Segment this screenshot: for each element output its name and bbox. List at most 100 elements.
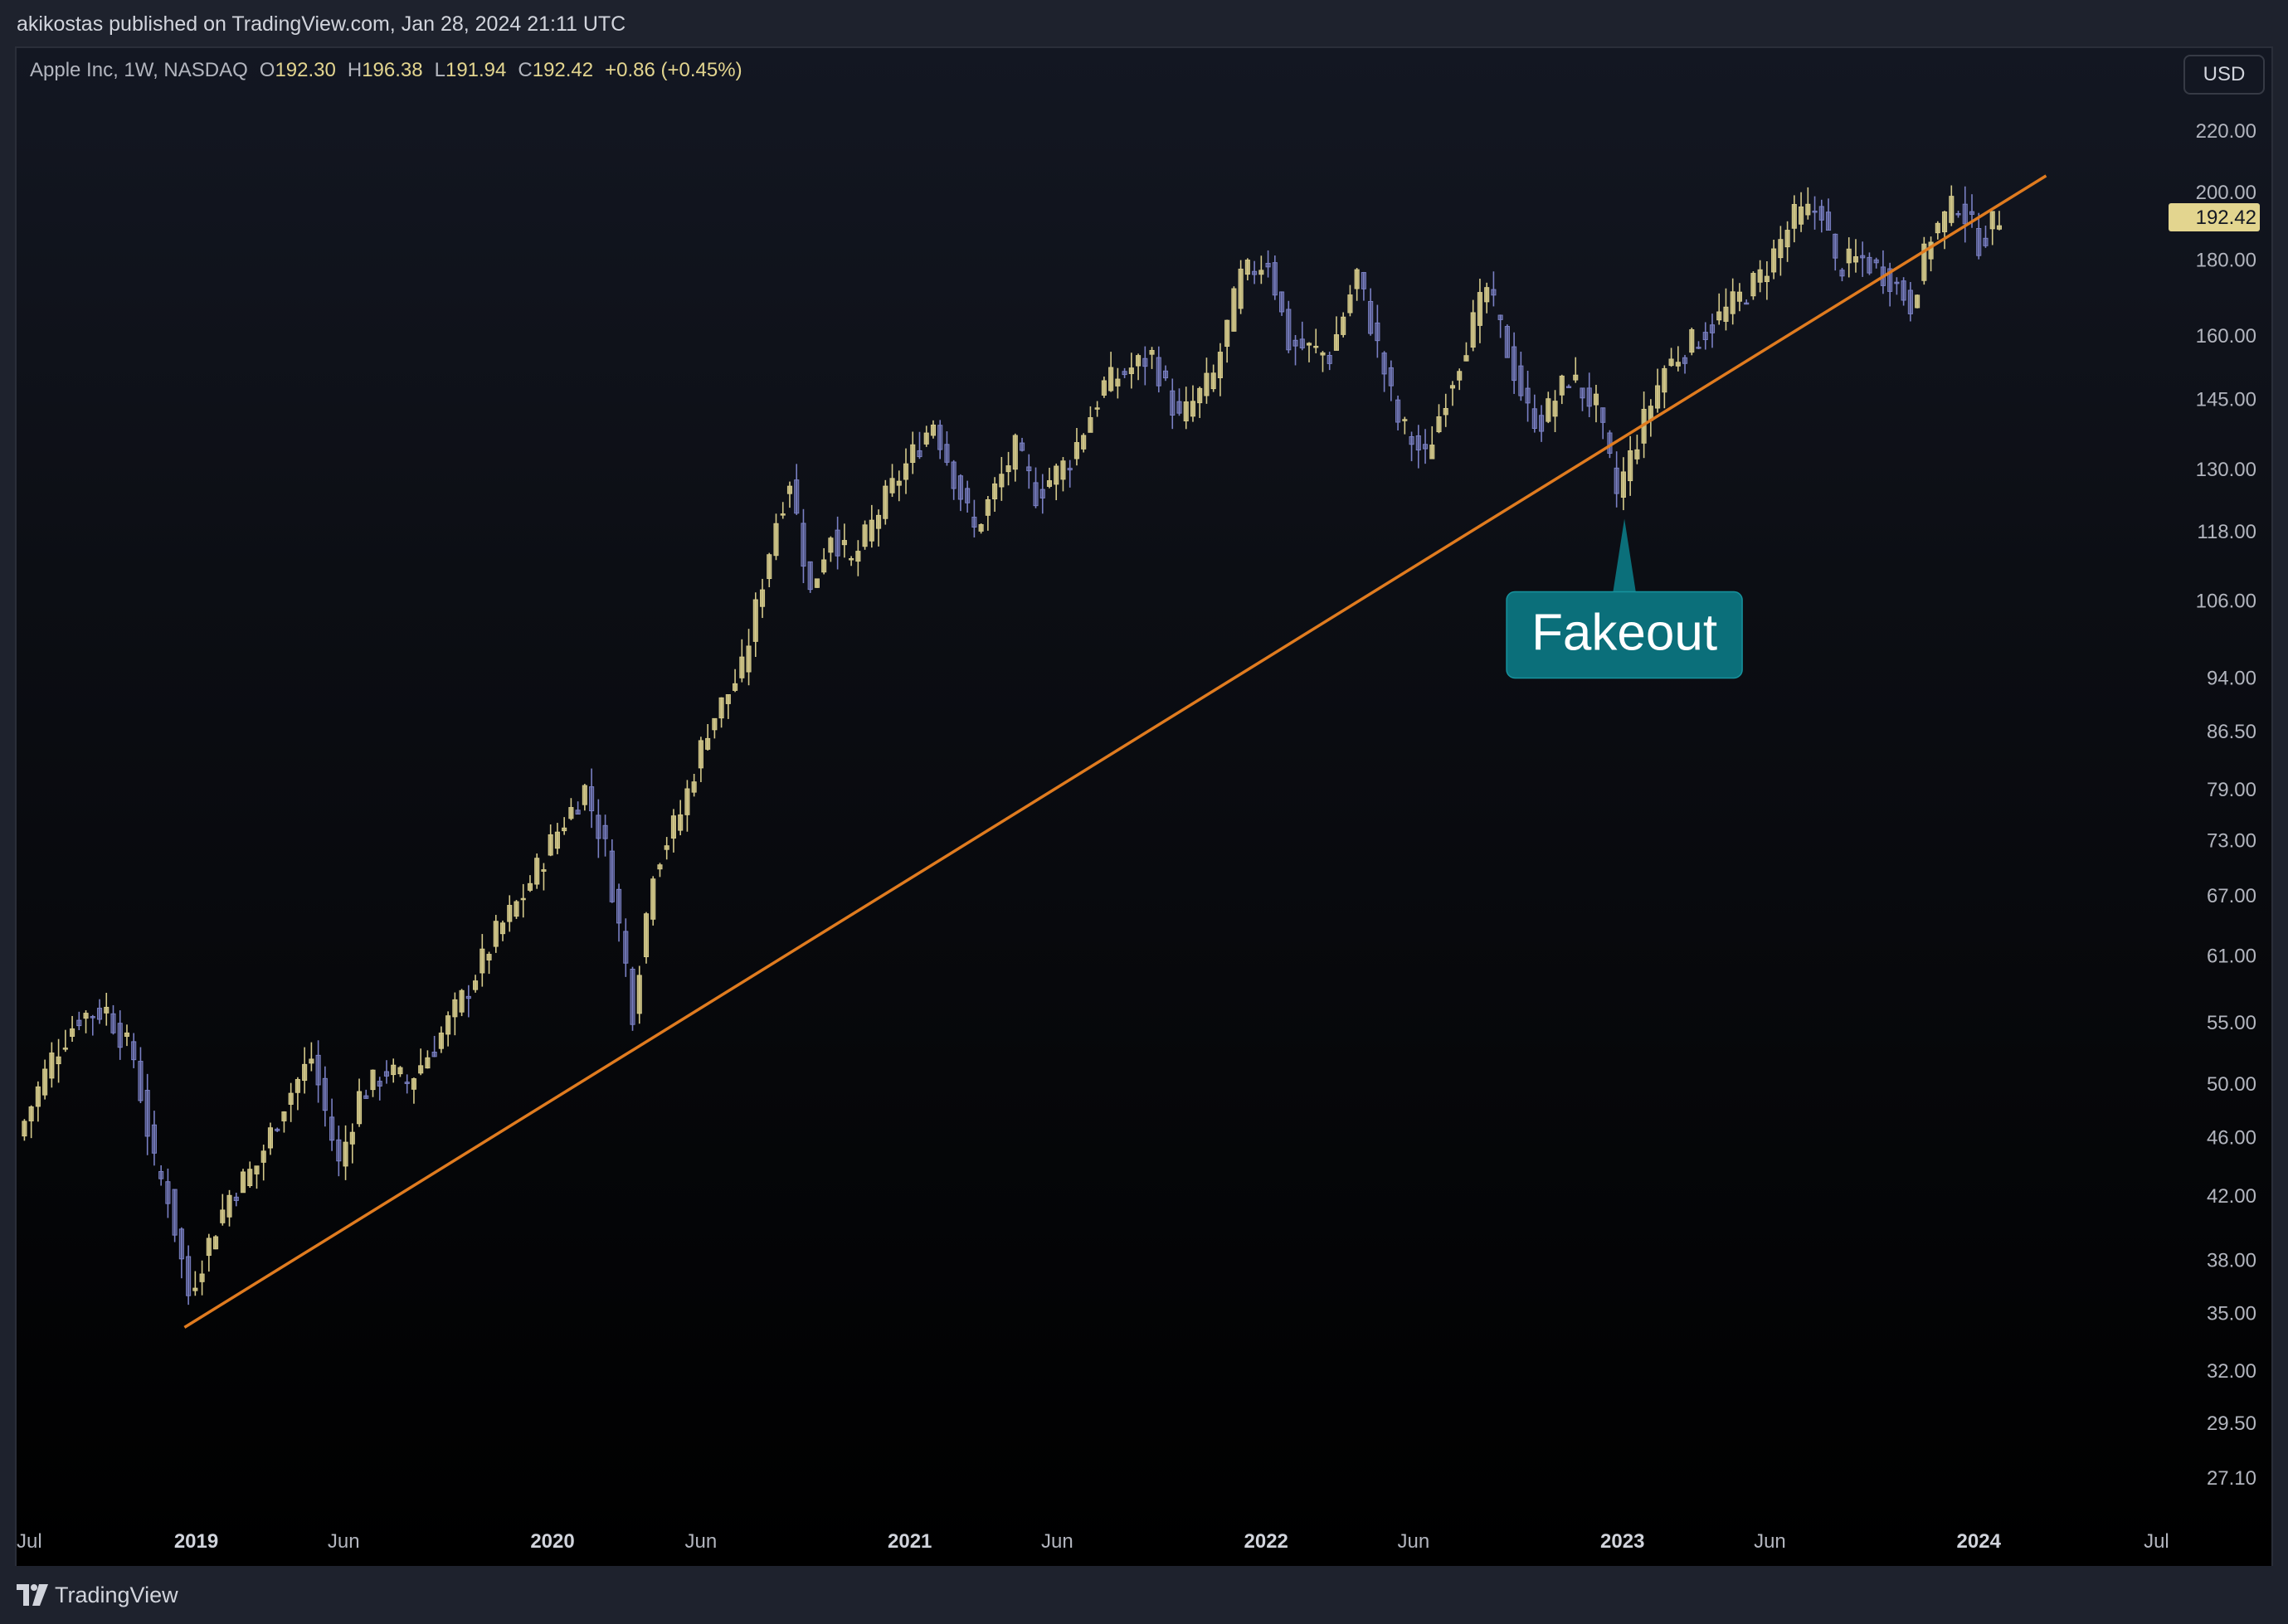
candle-up [1799, 207, 1804, 225]
candle-up [1012, 435, 1018, 470]
candle-up [841, 540, 847, 546]
price-axis-label: 61.00 [2207, 946, 2256, 968]
candle-down [1812, 210, 1818, 213]
candle-down [172, 1189, 178, 1236]
candle-down [233, 1196, 239, 1201]
candle-up [1771, 248, 1777, 273]
candle-up [1730, 291, 1735, 314]
candle-up [206, 1237, 212, 1257]
candle-up [1217, 352, 1223, 378]
candle-down [138, 1061, 144, 1101]
candle-up [309, 1058, 314, 1064]
candle-up [1073, 442, 1079, 459]
candle-up [889, 478, 895, 494]
candle-down [1388, 367, 1394, 387]
candle-down [616, 888, 622, 924]
candle-down [1873, 259, 1879, 264]
price-axis-label: 27.10 [2207, 1467, 2256, 1490]
candle-up [643, 913, 650, 958]
price-axis-label: 118.00 [2197, 521, 2256, 543]
price-axis-label: 160.00 [2196, 325, 2256, 348]
candle-down [630, 969, 635, 1025]
candle-down [1825, 212, 1832, 231]
candle-down [336, 1139, 342, 1162]
candle-up [192, 1287, 198, 1291]
candle-up [1094, 407, 1100, 410]
candle-down [794, 479, 800, 514]
callout-pointer [1613, 518, 1637, 594]
candle-down [609, 850, 615, 902]
price-axis-label: 55.00 [2207, 1012, 2256, 1034]
time-axis-label: Jun [328, 1530, 360, 1553]
candle-up [425, 1057, 431, 1069]
candle-up [1238, 268, 1244, 309]
time-axis-label: Jul [17, 1530, 42, 1553]
candle-down [1907, 289, 1913, 314]
chart-panel[interactable]: 240.00220.00200.00180.00160.00145.00130.… [15, 46, 2273, 1569]
time-axis-label: Jun [1398, 1530, 1430, 1553]
candle-up [411, 1078, 416, 1090]
legend-open-label: O [259, 59, 275, 81]
candle-down [1156, 357, 1161, 387]
chart-canvas[interactable]: 240.00220.00200.00180.00160.00145.00130.… [17, 48, 2271, 1568]
candle-down [1395, 399, 1401, 423]
candle-up [1183, 401, 1189, 421]
candle-up [486, 954, 492, 960]
candle-up [767, 554, 772, 580]
legend-open-value: 192.30 [275, 59, 336, 81]
candle-up [1942, 211, 1948, 233]
candle-down [1019, 442, 1025, 451]
candle-down [383, 1071, 390, 1077]
candle-up [104, 1006, 110, 1014]
candle-down [1286, 309, 1292, 351]
candle-up [773, 523, 779, 557]
candle-down [1833, 233, 1838, 259]
candle-up [828, 537, 834, 553]
candle-up [650, 878, 656, 920]
candle-down [377, 1081, 382, 1087]
candle-up [739, 656, 745, 678]
candle-down [1176, 401, 1182, 414]
candle-down [1901, 280, 1906, 301]
time-axis-label: 2024 [1957, 1530, 2002, 1553]
candle-down [957, 475, 963, 500]
candle-down [1252, 270, 1258, 275]
candle-up [978, 524, 984, 532]
time-axis-label: Jun [1041, 1530, 1073, 1553]
currency-button[interactable]: USD [2183, 55, 2265, 95]
candle-down [1142, 357, 1148, 367]
candle-down [1860, 255, 1866, 259]
time-axis-label: 2020 [530, 1530, 574, 1553]
candle-up [1204, 372, 1210, 396]
candle-up [391, 1064, 397, 1076]
candle-up [1921, 243, 1927, 281]
candle-up [199, 1273, 205, 1282]
candle-down [951, 461, 957, 489]
candle-down [1375, 322, 1380, 342]
candle-down [275, 1128, 280, 1131]
legend-symbol: Apple Inc, 1W, NASDAQ [30, 59, 248, 81]
candle-up [22, 1121, 27, 1137]
candle-up [1449, 385, 1456, 389]
candle-up [1716, 311, 1722, 321]
candle-up [903, 463, 909, 480]
candle-down [1033, 482, 1039, 507]
legend-high-label: H [347, 59, 363, 81]
last-price-label: 192.42 [2196, 207, 2256, 229]
candle-up [213, 1236, 219, 1250]
publisher-header: akikostas published on TradingView.com, … [0, 0, 2288, 48]
candle-up [1436, 416, 1442, 433]
candle-down [835, 529, 840, 557]
tradingview-logo[interactable]: TradingView [17, 1580, 178, 1610]
price-axis-label: 67.00 [2207, 885, 2256, 907]
candle-up [62, 1048, 68, 1050]
legend-close-value: 192.42 [532, 59, 594, 81]
candle-up [1764, 275, 1770, 283]
candle-up [1354, 269, 1360, 289]
candle-up [397, 1067, 403, 1075]
candle-down [1265, 262, 1271, 268]
price-axis-label: 35.00 [2207, 1302, 2256, 1325]
candle-up [1115, 378, 1121, 387]
candle-down [1409, 435, 1414, 445]
candle-up [445, 1015, 451, 1035]
